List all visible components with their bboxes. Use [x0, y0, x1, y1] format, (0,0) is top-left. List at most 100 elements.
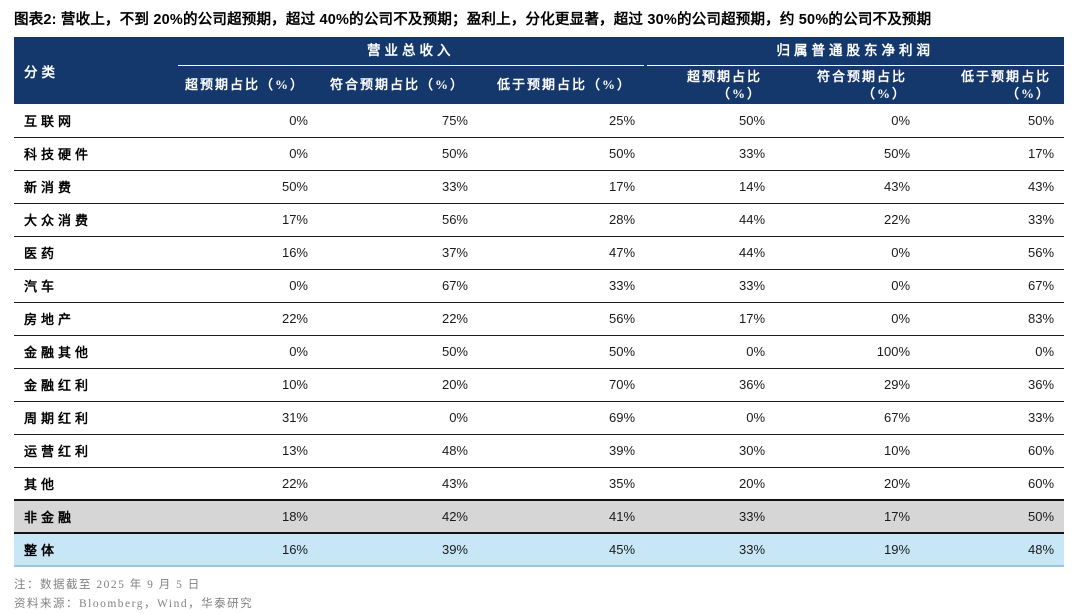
row-value: 42% — [441, 509, 468, 524]
table-row: 金融红利 10% 20% 70% 36% 29% 36% — [14, 368, 1065, 401]
table-row: 新消费 50% 33% 17% 14% 43% 43% — [14, 170, 1065, 203]
column-header-profit-inline: 符合预期占比 （%） — [775, 65, 921, 104]
row-value: 50% — [441, 344, 468, 359]
table-body: 互联网 0% 75% 25% 50% 0% 50% 科技硬件 0% 50% 50… — [14, 104, 1065, 566]
header-line: （%） — [862, 85, 908, 101]
header-line: 符合预期占比 — [817, 68, 908, 84]
row-value: 50% — [281, 179, 308, 194]
row-value: 0% — [1035, 344, 1055, 359]
row-value: 0% — [891, 278, 911, 293]
row-value: 39% — [441, 542, 468, 557]
row-value: 22% — [281, 311, 308, 326]
row-value: 31% — [281, 410, 308, 425]
row-value: 0% — [891, 112, 911, 128]
row-label: 房地产 — [24, 312, 76, 327]
note-data-cutoff: 注：数据截至 2025 年 9 月 5 日 — [14, 579, 201, 591]
table-row: 大众消费 17% 56% 28% 44% 22% 33% — [14, 203, 1065, 236]
row-label: 互联网 — [24, 113, 76, 129]
group-header-total-revenue: 营业总收入 — [178, 37, 646, 66]
header-line: （%） — [1006, 85, 1052, 101]
row-label: 整体 — [24, 543, 59, 558]
row-value: 70% — [609, 377, 636, 392]
row-label: 运营红利 — [24, 444, 93, 459]
row-value: 33% — [609, 278, 636, 293]
table-header: 分类 营业总收入 归属普通股东净利润 超预期占比（%） 符合预期占比（%） 低于… — [14, 37, 1065, 104]
table-row: 其他 22% 43% 35% 20% 20% 60% — [14, 467, 1065, 500]
row-value: 0% — [891, 311, 911, 326]
row-value: 17% — [739, 311, 766, 326]
row-value: 33% — [1028, 410, 1055, 425]
table-row: 科技硬件 0% 50% 50% 33% 50% 17% — [14, 137, 1065, 170]
row-label: 其他 — [24, 476, 59, 492]
row-value: 67% — [441, 278, 468, 293]
header-line: 超预期占比 — [687, 68, 763, 84]
row-value: 45% — [609, 542, 636, 557]
row-value: 18% — [281, 509, 308, 524]
row-value: 36% — [1028, 377, 1055, 392]
row-value: 14% — [739, 179, 766, 194]
row-value: 22% — [441, 311, 468, 326]
row-value: 56% — [1028, 245, 1055, 260]
row-value: 50% — [609, 344, 636, 359]
row-value: 22% — [884, 212, 911, 227]
row-value: 17% — [281, 212, 308, 227]
row-value: 67% — [884, 410, 911, 425]
row-value: 0% — [891, 245, 911, 260]
row-value: 20% — [441, 377, 468, 392]
row-value: 33% — [1028, 212, 1055, 227]
row-value: 56% — [441, 212, 468, 227]
group-header-net-profit: 归属普通股东净利润 — [643, 37, 1065, 66]
row-label: 周期红利 — [24, 411, 93, 426]
row-value: 29% — [884, 377, 911, 392]
row-value: 56% — [609, 311, 636, 326]
group-label-total-revenue: 营业总收入 — [367, 42, 455, 58]
row-value: 17% — [884, 509, 911, 524]
row-value: 43% — [1028, 179, 1055, 194]
row-label: 非金融 — [24, 510, 76, 525]
column-header-revenue-beat: 超预期占比（%） — [178, 65, 318, 104]
row-value: 28% — [609, 212, 636, 227]
row-value: 47% — [609, 245, 636, 260]
table-row: 房地产 22% 22% 56% 17% 0% 83% — [14, 302, 1065, 335]
header-line: 低于预期占比 — [961, 68, 1052, 84]
row-value: 36% — [739, 377, 766, 392]
header-line: （%） — [717, 85, 763, 101]
row-value: 0% — [746, 344, 766, 359]
row-value: 20% — [739, 475, 766, 491]
row-value: 0% — [449, 410, 468, 425]
figure-title: 图表2: 营收上，不到 20%的公司超预期，超过 40%的公司不及预期；盈利上，… — [14, 12, 932, 28]
table-row: 金融其他 0% 50% 50% 0% 100% 0% — [14, 335, 1065, 368]
row-value: 50% — [609, 146, 636, 161]
row-value: 48% — [1028, 542, 1055, 557]
row-value: 69% — [609, 410, 636, 425]
row-value: 44% — [739, 245, 766, 260]
row-value: 33% — [739, 278, 766, 293]
row-label: 金融其他 — [24, 345, 93, 360]
row-value: 33% — [739, 146, 766, 161]
row-value: 35% — [609, 475, 636, 491]
row-value: 67% — [1028, 278, 1055, 293]
row-value: 75% — [441, 112, 468, 128]
note-data-source: 资料来源：Bloomberg，Wind，华泰研究 — [14, 598, 254, 610]
column-header-revenue-inline: 符合预期占比（%） — [318, 65, 478, 104]
row-value: 10% — [281, 377, 308, 392]
table-row: 互联网 0% 75% 25% 50% 0% 50% — [14, 104, 1065, 137]
row-value: 48% — [441, 443, 468, 458]
row-value: 50% — [1028, 509, 1055, 524]
row-label: 医药 — [24, 246, 59, 261]
row-value: 16% — [281, 245, 308, 260]
row-value: 10% — [884, 443, 911, 458]
row-value: 0% — [289, 146, 308, 161]
table-row: 医药 16% 37% 47% 44% 0% 56% — [14, 236, 1065, 269]
row-value: 60% — [1028, 475, 1055, 491]
column-header-profit-miss: 低于预期占比 （%） — [920, 65, 1065, 104]
row-value: 0% — [746, 410, 766, 425]
row-value: 20% — [884, 475, 911, 491]
row-value: 50% — [1028, 112, 1055, 128]
column-header-revenue-miss: 低于预期占比（%） — [478, 65, 646, 104]
row-value: 16% — [281, 542, 308, 557]
row-value: 0% — [289, 344, 308, 359]
row-value: 22% — [281, 475, 308, 491]
column-header-profit-beat: 超预期占比 （%） — [645, 65, 776, 104]
